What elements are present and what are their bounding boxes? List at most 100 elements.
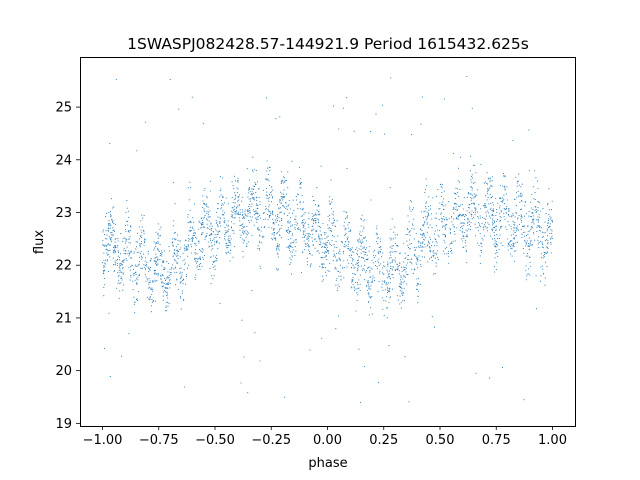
data-point xyxy=(425,216,427,218)
data-point xyxy=(437,234,439,236)
data-point xyxy=(386,296,388,298)
data-point xyxy=(190,252,192,254)
data-point xyxy=(140,229,142,231)
data-point xyxy=(282,197,284,199)
data-point xyxy=(356,262,359,265)
data-point xyxy=(162,295,164,297)
data-point xyxy=(250,206,252,208)
data-point xyxy=(295,221,297,223)
data-point xyxy=(107,249,109,251)
data-point xyxy=(267,198,269,200)
data-point xyxy=(322,242,324,244)
data-point xyxy=(299,184,301,186)
data-point xyxy=(160,253,162,255)
data-point xyxy=(187,255,189,257)
data-point xyxy=(486,199,488,201)
data-point xyxy=(379,240,381,242)
data-point xyxy=(251,216,253,218)
data-point xyxy=(297,228,299,230)
data-point xyxy=(298,227,300,229)
data-point xyxy=(207,214,209,216)
data-point xyxy=(268,196,270,198)
data-point xyxy=(394,234,396,236)
data-point xyxy=(119,268,121,270)
data-point xyxy=(388,290,390,292)
data-point xyxy=(327,228,329,230)
data-point xyxy=(157,242,159,244)
data-point xyxy=(144,274,146,276)
data-point xyxy=(391,238,393,240)
data-point xyxy=(361,214,363,216)
data-point xyxy=(327,215,329,218)
data-point xyxy=(380,248,382,250)
data-point xyxy=(470,200,472,202)
data-point xyxy=(277,253,279,255)
data-point xyxy=(430,245,433,247)
data-point xyxy=(365,270,367,272)
data-point xyxy=(525,279,527,281)
data-point xyxy=(231,207,233,209)
data-point xyxy=(224,220,226,222)
data-point xyxy=(179,271,181,273)
data-point xyxy=(136,298,138,300)
data-point xyxy=(314,204,317,206)
data-point xyxy=(188,199,190,201)
data-point xyxy=(361,241,363,243)
data-point xyxy=(194,249,197,251)
data-point xyxy=(114,264,117,266)
data-point xyxy=(516,241,519,243)
data-point xyxy=(167,276,169,278)
data-point xyxy=(299,230,302,232)
data-point xyxy=(538,226,540,228)
data-point xyxy=(328,220,330,222)
data-point xyxy=(426,222,428,224)
data-point xyxy=(281,195,283,197)
data-point xyxy=(253,197,255,199)
data-point xyxy=(291,233,294,235)
data-point xyxy=(134,301,136,303)
data-point xyxy=(379,272,381,274)
data-point xyxy=(235,211,237,213)
data-point xyxy=(404,269,406,271)
data-point xyxy=(136,265,138,267)
data-point xyxy=(251,169,253,171)
data-point xyxy=(190,229,192,231)
data-point xyxy=(296,193,299,195)
data-point xyxy=(228,237,230,239)
data-point xyxy=(130,226,132,228)
data-point xyxy=(301,222,303,224)
data-point xyxy=(116,259,118,261)
data-point xyxy=(269,166,271,168)
data-point xyxy=(317,204,319,206)
data-point xyxy=(358,287,360,289)
data-point xyxy=(117,275,119,278)
data-point xyxy=(117,250,119,252)
data-point xyxy=(480,250,482,252)
data-point xyxy=(103,259,105,261)
data-point xyxy=(118,263,121,265)
data-point xyxy=(187,244,189,246)
data-point xyxy=(137,279,139,281)
data-point xyxy=(202,217,204,219)
data-point xyxy=(179,282,181,284)
data-point xyxy=(121,279,123,281)
data-point xyxy=(287,171,289,173)
data-point xyxy=(216,242,218,244)
data-point xyxy=(119,257,121,259)
data-point xyxy=(513,246,515,248)
data-point xyxy=(202,195,204,197)
data-point xyxy=(113,270,115,273)
data-point xyxy=(135,246,138,248)
data-point xyxy=(464,216,466,218)
data-point xyxy=(491,238,494,240)
data-point xyxy=(177,239,179,241)
data-point xyxy=(426,231,428,233)
data-point xyxy=(133,251,135,253)
data-point xyxy=(384,289,386,291)
data-point xyxy=(308,233,310,235)
data-point xyxy=(469,196,471,199)
data-point xyxy=(460,215,463,217)
data-point xyxy=(470,198,473,200)
data-point xyxy=(279,199,281,201)
data-point xyxy=(353,273,355,275)
